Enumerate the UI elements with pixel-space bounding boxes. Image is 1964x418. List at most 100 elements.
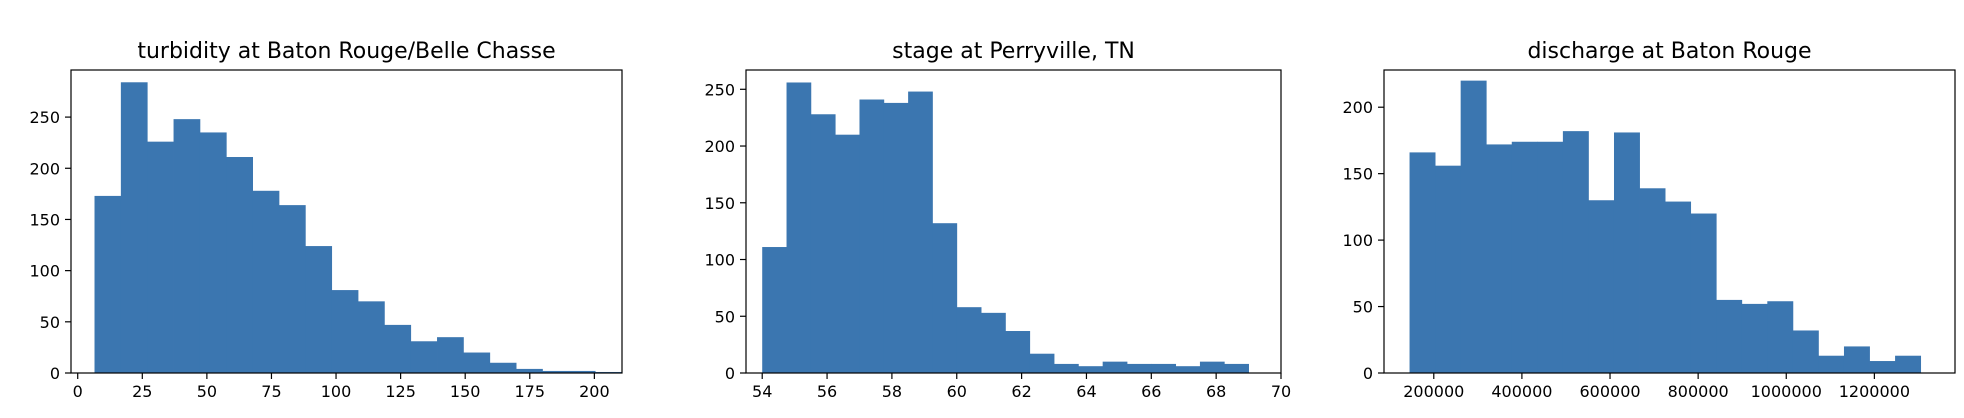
discharge-y-tick-label: 150	[1342, 165, 1373, 184]
turbidity-bar-7	[252, 190, 280, 373]
stage-bar-15	[1102, 361, 1128, 373]
stage-y-tick-label: 250	[704, 80, 735, 99]
stage-x-tick-label: 62	[1011, 382, 1031, 401]
stage-bar-2	[786, 82, 812, 373]
discharge-x-tick-label: 400000	[1491, 382, 1552, 401]
turbidity-y-tick-label: 0	[50, 364, 60, 383]
discharge-bar-18	[1843, 346, 1870, 373]
discharge-bar-5	[1511, 141, 1538, 373]
stage-bar-8	[932, 223, 958, 373]
discharge-bar-14	[1741, 303, 1768, 373]
discharge-bar-9	[1613, 132, 1640, 373]
discharge-bar-12	[1690, 213, 1717, 373]
stage-bar-7	[908, 91, 933, 373]
stage-bar-11	[1005, 331, 1031, 373]
turbidity-bar-16	[489, 362, 517, 373]
stage-bar-12	[1029, 353, 1055, 373]
discharge-bar-6	[1537, 141, 1564, 373]
turbidity-bar-11	[358, 301, 385, 373]
stage-y-tick-label: 50	[715, 307, 735, 326]
discharge-bar-3	[1460, 80, 1487, 373]
turbidity-chart-title: turbidity at Baton Rouge/Belle Chasse	[137, 39, 555, 64]
stage-y-tick-label: 150	[704, 194, 735, 213]
turbidity-bar-4	[173, 119, 201, 373]
discharge-bar-15	[1767, 301, 1794, 373]
turbidity-bar-3	[147, 141, 174, 373]
turbidity-x-tick-label: 100	[321, 382, 352, 401]
turbidity-bar-5	[199, 132, 227, 373]
turbidity-y-tick-label: 250	[29, 108, 60, 127]
stage-bar-17	[1151, 363, 1177, 373]
turbidity-y-tick-label: 150	[29, 210, 60, 229]
stage-bar-14	[1078, 366, 1104, 373]
discharge-bar-17	[1818, 355, 1845, 373]
turbidity-x-tick-label: 25	[132, 382, 152, 401]
discharge-y-tick-label: 100	[1342, 231, 1373, 250]
discharge-bar-10	[1639, 188, 1666, 373]
stage-x-tick-label: 60	[947, 382, 967, 401]
stage-x-tick-label: 70	[1271, 382, 1291, 401]
turbidity-bar-13	[410, 341, 438, 373]
stage-x-tick-label: 68	[1206, 382, 1226, 401]
turbidity-bar-18	[542, 370, 570, 373]
turbidity-bar-15	[463, 352, 491, 373]
turbidity-x-tick-label: 150	[450, 382, 481, 401]
turbidity-bar-19	[568, 370, 596, 373]
stage-chart-title: stage at Perryville, TN	[892, 39, 1135, 64]
discharge-bar-8	[1588, 200, 1615, 373]
discharge-bar-7	[1562, 131, 1589, 373]
discharge-bar-11	[1665, 201, 1692, 373]
stage-bar-16	[1126, 363, 1152, 373]
discharge-x-tick-label: 800000	[1668, 382, 1729, 401]
turbidity-bar-2	[120, 82, 148, 373]
stage-histogram-panel: 54 56 58 60 62 64 66 68 70 0 50 100 150 200 250 stage a…	[704, 39, 1291, 401]
discharge-bar-4	[1486, 144, 1513, 373]
stage-bar-1	[762, 247, 787, 373]
discharge-bar-16	[1792, 330, 1819, 373]
discharge-axes-frame	[1383, 69, 1956, 374]
turbidity-x-tick-label: 175	[515, 382, 546, 401]
turbidity-bar-12	[384, 324, 412, 373]
stage-bar-3	[810, 114, 836, 373]
stage-x-tick-label: 64	[1076, 382, 1096, 401]
stage-bar-5	[859, 99, 885, 373]
stage-bar-20	[1224, 363, 1249, 373]
turbidity-y-tick-label: 50	[40, 313, 60, 332]
turbidity-y-tick-label: 200	[29, 159, 60, 178]
turbidity-bar-1	[94, 195, 122, 373]
stage-bar-10	[981, 312, 1006, 373]
discharge-y-tick-label: 0	[1363, 364, 1373, 383]
stage-x-tick-label: 54	[752, 382, 772, 401]
discharge-x-tick-label: 200000	[1403, 382, 1464, 401]
discharge-y-tick-label: 200	[1342, 98, 1373, 117]
discharge-chart-title: discharge at Baton Rouge	[1527, 39, 1811, 64]
stage-y-tick-label: 100	[704, 251, 735, 270]
turbidity-x-tick-label: 50	[197, 382, 217, 401]
turbidity-histogram-panel: 0 25 50 75 100 125 150 175 200 0 50 100 150 200 250 tur…	[29, 39, 623, 401]
turbidity-bar-6	[226, 157, 253, 373]
turbidity-bar-14	[437, 337, 464, 373]
discharge-bar-20	[1895, 355, 1922, 373]
turbidity-bar-10	[331, 290, 359, 373]
turbidity-bar-9	[305, 246, 333, 373]
stage-bar-4	[835, 134, 860, 373]
turbidity-x-tick-label: 75	[261, 382, 281, 401]
discharge-y-tick-label: 50	[1353, 298, 1373, 317]
stage-bar-13	[1054, 363, 1079, 373]
discharge-x-tick-label: 1000000	[1751, 382, 1822, 401]
turbidity-axes-frame	[70, 69, 623, 374]
discharge-histogram-panel: 200000 400000 600000 800000 1000000 1200000 0 5…	[1342, 39, 1956, 401]
discharge-x-tick-label: 1200000	[1839, 382, 1910, 401]
turbidity-x-tick-label: 125	[385, 382, 416, 401]
discharge-bar-13	[1716, 299, 1743, 373]
discharge-bar-19	[1869, 361, 1896, 373]
stage-bar-6	[883, 102, 909, 373]
turbidity-x-tick-label: 200	[579, 382, 610, 401]
discharge-x-tick-label: 600000	[1579, 382, 1640, 401]
discharge-bar-1	[1409, 152, 1436, 373]
discharge-bar-2	[1435, 165, 1462, 373]
stage-x-tick-label: 58	[882, 382, 902, 401]
stage-bar-18	[1175, 366, 1201, 373]
stage-x-tick-label: 66	[1141, 382, 1161, 401]
